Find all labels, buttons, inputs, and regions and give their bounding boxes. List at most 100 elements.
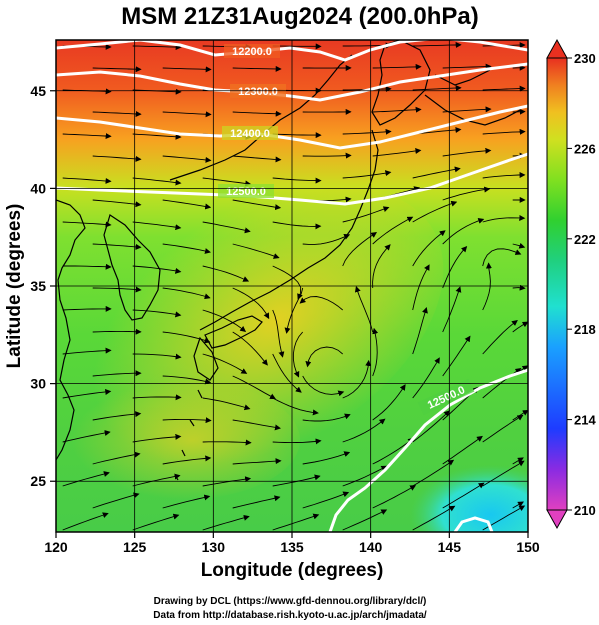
streamline [302,413,351,422]
streamline [412,85,462,92]
cold-spot [410,465,528,532]
contour-label-12200: 12200.0 [232,46,272,58]
contour-south-loop [453,516,494,532]
streamline [162,243,211,254]
gridlines [56,40,528,532]
streamline [372,216,414,245]
streamline [62,347,112,355]
x-tick-label: 130 [202,539,226,555]
streamline [92,370,142,377]
streamline [202,514,250,531]
streamline [482,248,522,267]
streamline [442,106,492,113]
streamline [292,331,304,378]
streamline [372,244,391,289]
streamline [132,177,182,186]
streamline [162,199,212,210]
streamline [372,384,406,421]
streamline [202,265,250,282]
streamline [162,155,212,163]
streamline [232,375,276,400]
contour-label-12300: 12300.0 [238,86,278,98]
streamline [442,147,492,157]
streamline [62,221,112,228]
y-tick-label: 30 [30,376,46,392]
streamline [62,471,110,487]
x-tick-label: 150 [516,539,540,555]
streamline [342,128,392,135]
streamline [62,388,112,399]
streamline [412,200,458,223]
streamline [442,335,471,377]
credit-drawing: Drawing by DCL (https://www.gfd-dennou.o… [154,596,427,607]
streamline [302,451,351,465]
streamline [482,171,526,179]
streamline [62,305,112,312]
streamline [162,417,212,424]
streamline [342,465,388,487]
contour-12300 [56,62,528,102]
streamline [92,492,140,509]
x-tick-label: 135 [280,539,304,555]
streamline [272,397,319,416]
colorbar-ticks: 230 226 222 218 214 210 [567,51,596,518]
streamline [272,309,285,358]
colorbar-tick-label: 214 [574,413,596,428]
streamline [232,419,281,431]
streamline [302,491,350,509]
streamline [62,512,109,531]
streamline [299,296,343,311]
streamline [512,501,524,509]
streamline [482,414,524,443]
streamline [412,459,455,487]
colorbar-tick-label: 230 [574,51,596,66]
streamline [412,410,451,443]
streamline [412,307,428,355]
colorbar-tick-label: 226 [574,141,596,156]
streamline [442,286,462,333]
colorbar-tick-label: 210 [574,503,596,518]
contour-12200 [56,40,528,62]
streamline [202,397,251,411]
streamline [132,309,182,318]
streamline [232,458,282,465]
y-tick-label: 35 [30,278,46,294]
y-tick-label: 45 [30,83,46,99]
credit-data: Data from http://database.rish.kyoto-u.a… [153,610,427,621]
streamline [372,437,415,465]
streamline [482,128,526,135]
streamline [512,108,526,115]
streamline [92,66,142,73]
streamline [442,63,492,70]
streamline [482,262,492,311]
streamline [132,473,181,487]
streamline [62,430,111,443]
streamline [512,284,526,291]
streamline [92,243,142,250]
x-tick-label: 140 [359,539,383,555]
plot-area: 12200.0 12300.0 12400.0 12500.0 12500.0 [56,40,528,532]
streamline [272,221,322,230]
streamline [302,152,352,159]
streamline [162,375,212,385]
streamline [482,319,518,355]
streamline [232,243,280,259]
streamline [92,155,142,162]
streamline [62,263,112,270]
y-tick-label: 40 [30,180,46,196]
y-axis: 25 30 35 40 45 [30,83,56,489]
streamline [92,411,142,421]
streamline [132,265,182,274]
y-axis-label: Latitude (degrees) [4,204,25,369]
streamline [482,460,525,487]
streamline [162,287,211,300]
streamline [202,476,252,487]
colorbar-tick-label: 222 [574,232,596,247]
streamline [512,242,526,249]
streamline [92,451,141,465]
streamline [132,44,182,51]
streamline [412,505,456,531]
streamline [132,353,182,360]
streamline [232,65,282,72]
streamline [442,245,468,289]
